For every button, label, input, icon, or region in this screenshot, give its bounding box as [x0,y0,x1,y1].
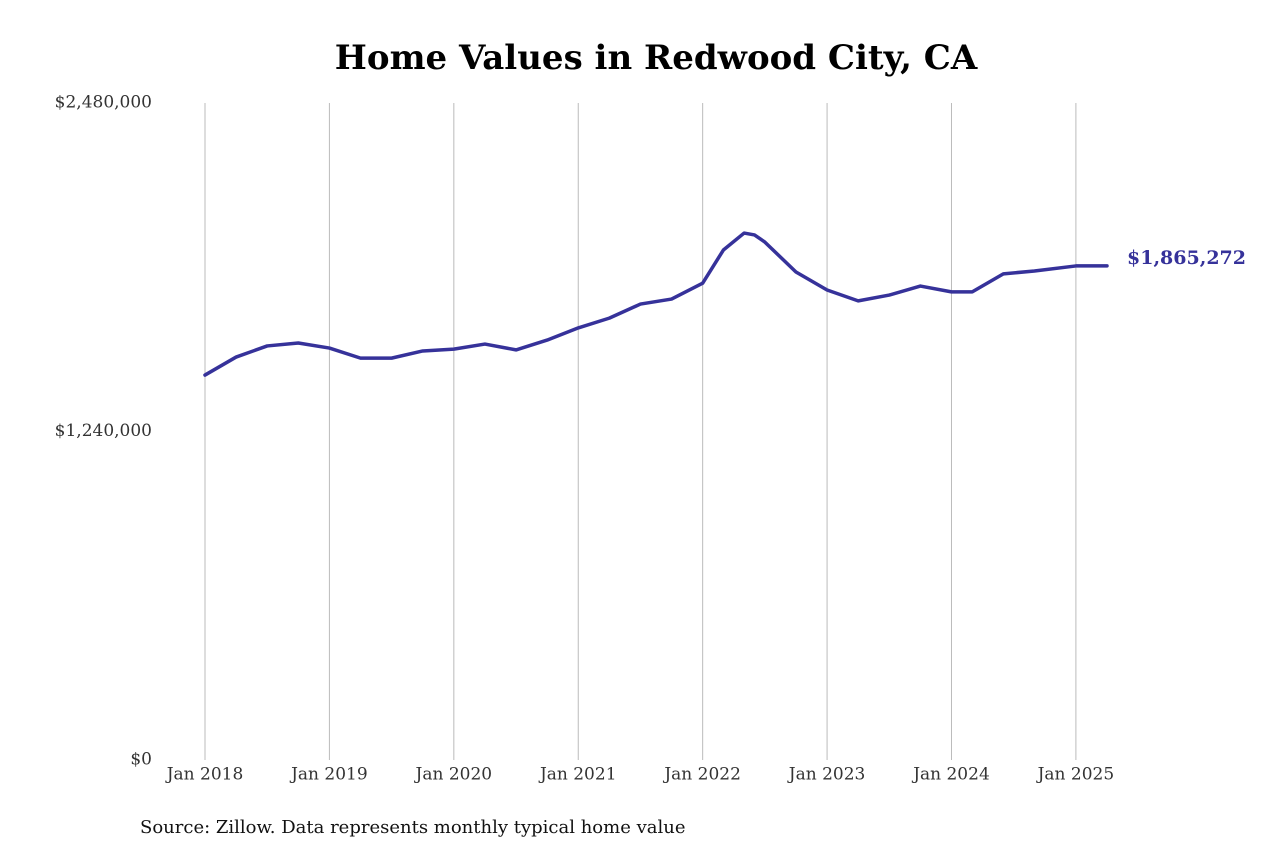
y-tick-label: $0 [130,750,152,770]
y-tick-label: $2,480,000 [55,93,152,113]
x-tick-label: Jan 2023 [787,765,866,785]
x-tick-label: Jan 2022 [662,765,741,785]
chart-title: Home Values in Redwood City, CA [335,38,978,78]
data-label: $1,865,272 [1127,247,1246,269]
y-tick-label: $1,240,000 [55,421,152,441]
x-tick-label: Jan 2021 [538,765,617,785]
x-tick-label: Jan 2024 [911,765,990,785]
x-tick-label: Jan 2018 [165,765,244,785]
x-tick-label: Jan 2019 [289,765,368,785]
x-tick-label: Jan 2025 [1036,765,1115,785]
source-note: Source: Zillow. Data represents monthly … [140,817,686,838]
x-tick-label: Jan 2020 [414,765,493,785]
line-series [203,231,1109,377]
